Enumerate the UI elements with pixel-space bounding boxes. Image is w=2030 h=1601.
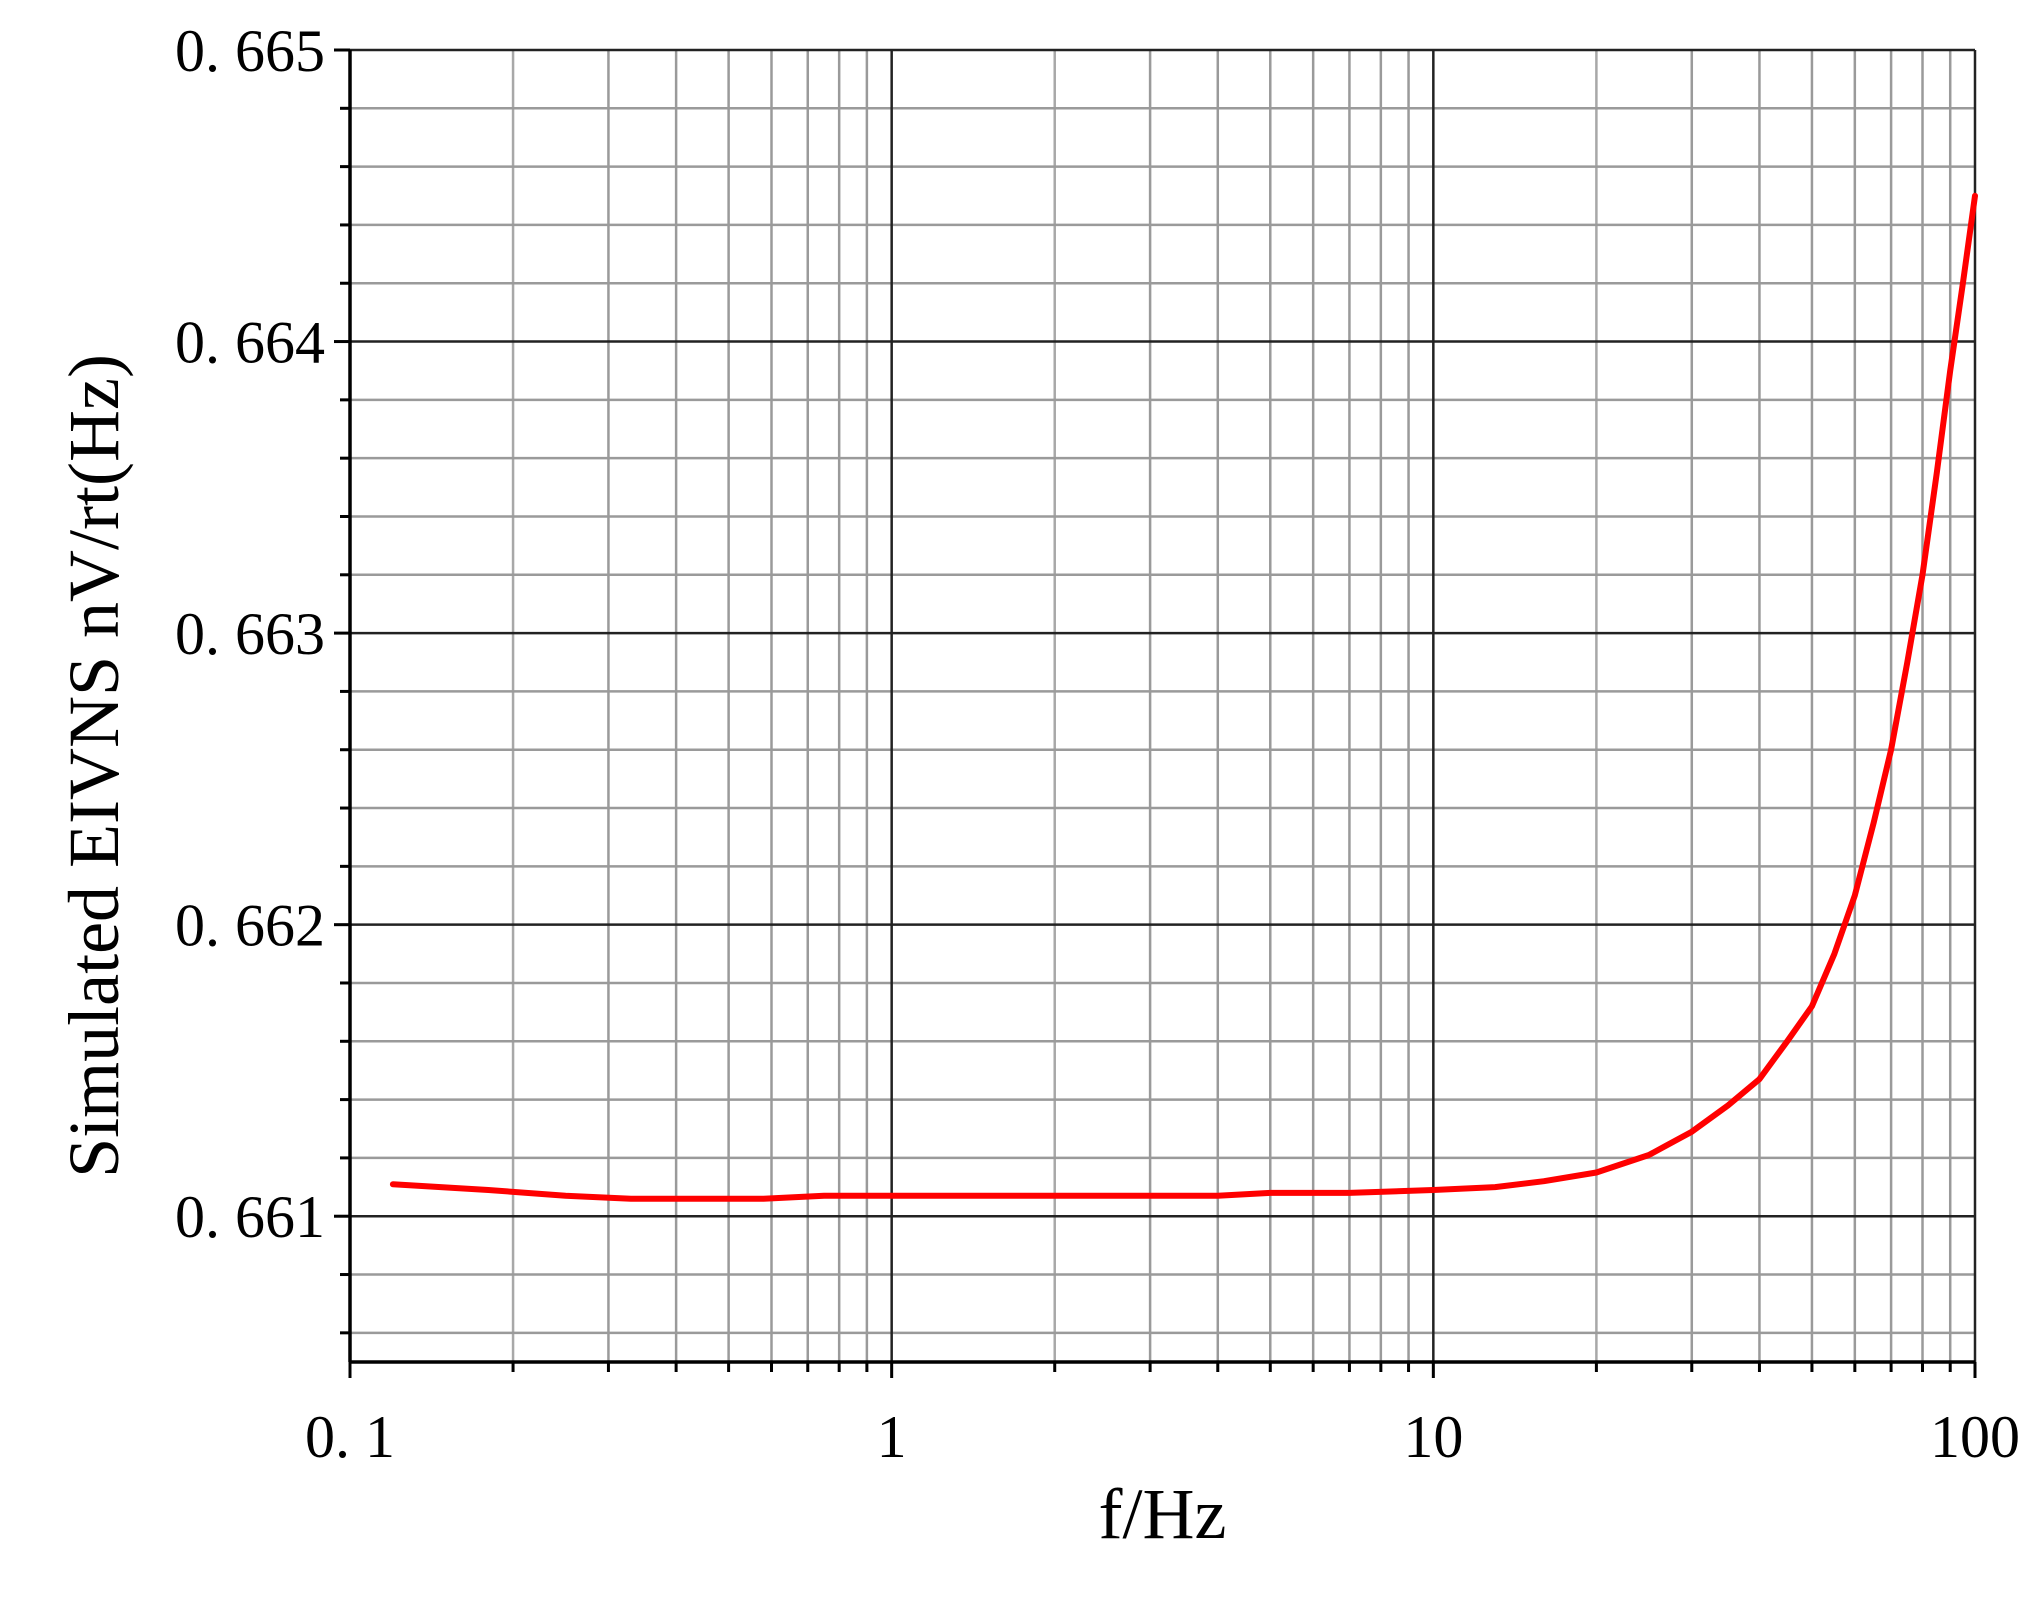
- tick-marks: [334, 48, 1977, 1378]
- x-tick-label: 1: [877, 1404, 907, 1470]
- x-tick-label: 100: [1930, 1404, 2020, 1470]
- y-tick-label: 0. 661: [175, 1184, 325, 1250]
- series-layer: [389, 192, 1978, 1202]
- major-gridlines: [348, 48, 1977, 1362]
- y-axis-title: Simulated EIVNS nV/rt(Hz): [54, 354, 134, 1178]
- x-tick-label: 0. 1: [305, 1404, 395, 1470]
- minor-gridlines: [350, 50, 1975, 1362]
- x-axis-title: f/Hz: [1099, 1474, 1227, 1554]
- tick-labels: 0. 661 0. 662 0. 663 0. 664 0. 665 0. 1 1 10 100: [175, 18, 2020, 1470]
- y-tick-label: 0. 662: [175, 893, 325, 959]
- axes: [348, 50, 1975, 1364]
- y-tick-label: 0. 664: [175, 310, 325, 376]
- y-tick-label: 0. 665: [175, 18, 325, 84]
- y-tick-label: 0. 663: [175, 601, 325, 667]
- series-line: [389, 192, 1978, 1202]
- x-tick-label: 10: [1403, 1404, 1463, 1470]
